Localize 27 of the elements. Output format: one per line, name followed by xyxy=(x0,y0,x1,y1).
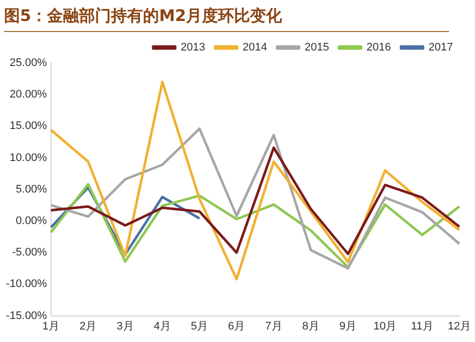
y-tick-label: 20.00% xyxy=(10,88,48,101)
x-tick-label: 1月 xyxy=(42,320,60,332)
legend-label: 2015 xyxy=(304,42,330,54)
y-tick-label: -5.00% xyxy=(12,246,48,259)
y-tick-label: 15.00% xyxy=(10,120,48,132)
x-tick-label: 3月 xyxy=(116,320,134,332)
x-tick-label: 5月 xyxy=(190,320,208,332)
y-tick-label: 25.00% xyxy=(10,57,48,70)
y-tick-label: 10.00% xyxy=(10,152,48,164)
x-tick-label: 4月 xyxy=(154,320,171,332)
x-tick-label: 8月 xyxy=(302,320,320,332)
legend-label: 2017 xyxy=(428,42,454,54)
legend-label: 2016 xyxy=(366,42,392,54)
x-tick-label: 2月 xyxy=(80,320,97,332)
x-tick-label: 9月 xyxy=(339,320,357,332)
x-tick-label: 11月 xyxy=(411,320,434,332)
x-tick-label: 7月 xyxy=(265,320,282,332)
y-tick-label: 5.00% xyxy=(16,183,48,196)
x-tick-label: 10月 xyxy=(374,320,397,332)
legend-label: 2013 xyxy=(180,42,206,54)
x-tick-label: 6月 xyxy=(228,320,246,332)
legend-label: 2014 xyxy=(242,42,268,54)
chart-title: 图5：金融部门持有的M2月度环比变化 xyxy=(4,6,449,32)
y-tick-label: -15.00% xyxy=(6,310,48,322)
x-tick-label: 12月 xyxy=(448,320,472,332)
y-tick-label: 0.00% xyxy=(16,215,48,228)
y-tick-label: -10.00% xyxy=(6,278,48,290)
